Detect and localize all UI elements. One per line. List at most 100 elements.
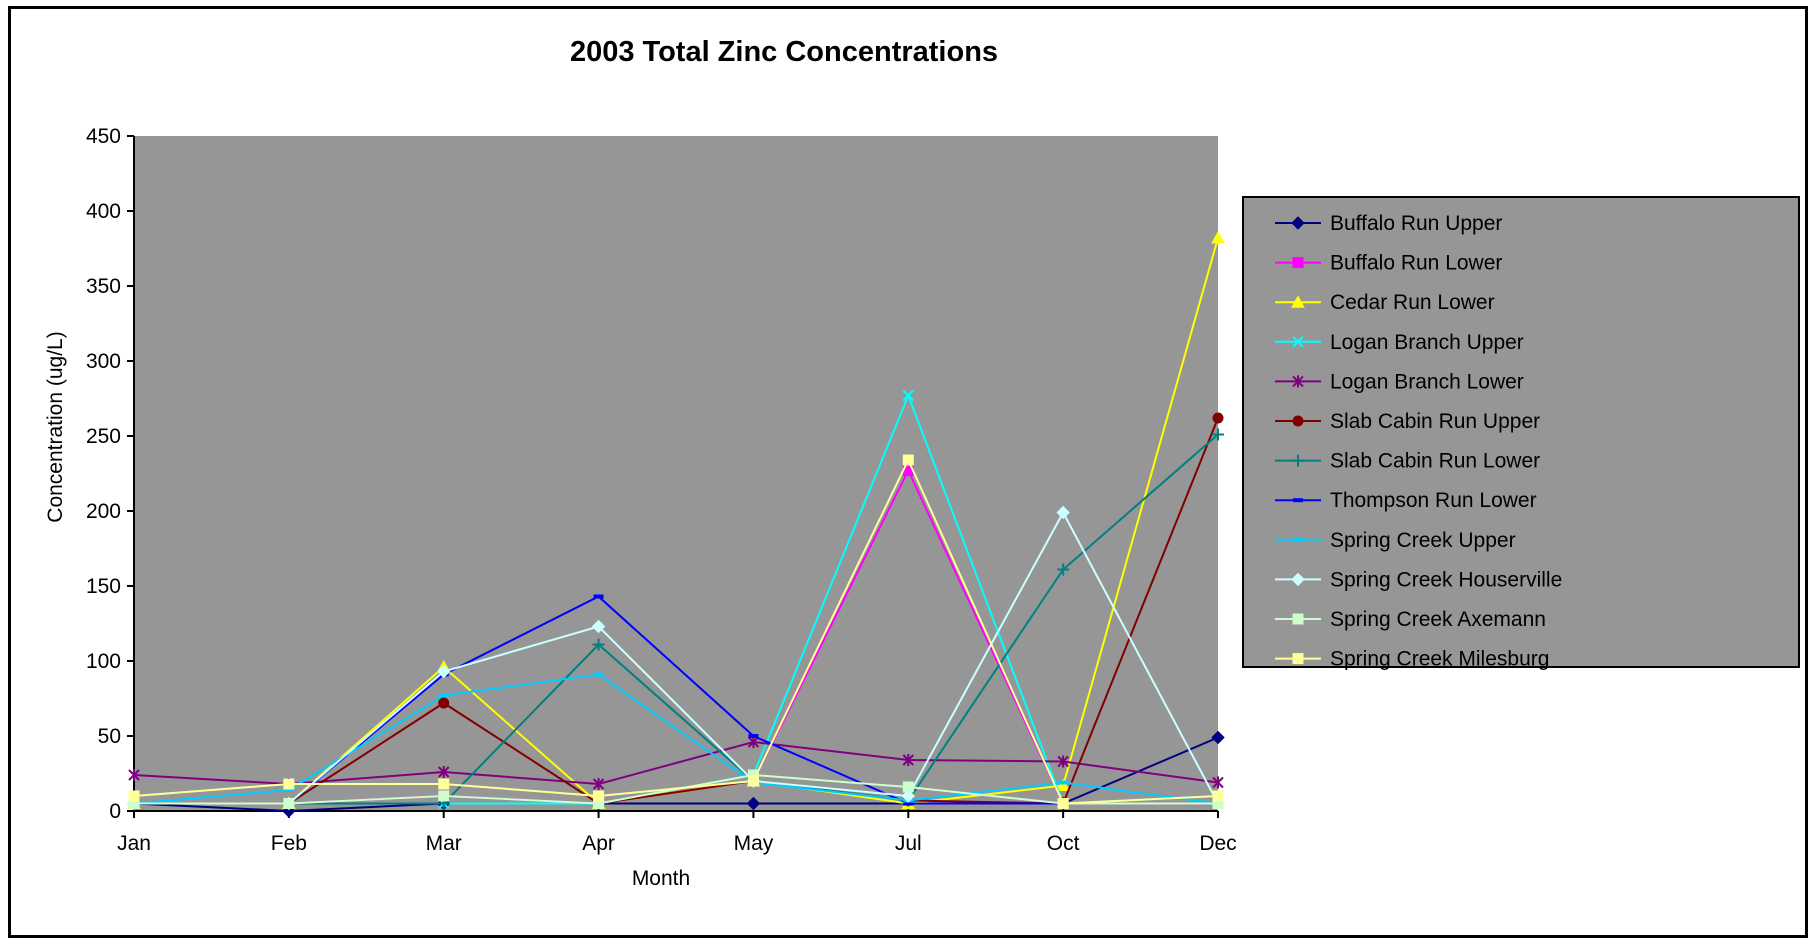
data-point: [438, 790, 450, 802]
x-axis-title: Month: [632, 867, 690, 890]
data-point: [593, 594, 604, 599]
series-line: [133, 457, 1219, 805]
legend-entry: Cedar Run Lower: [1275, 291, 1495, 314]
legend-entry: Thompson Run Lower: [1275, 489, 1537, 512]
data-point: [128, 790, 140, 802]
legend-label: Spring Creek Milesburg: [1330, 648, 1549, 671]
legend-box: [1242, 196, 1800, 668]
y-tick-label: 150: [86, 575, 121, 598]
x-tick-label: Jul: [895, 832, 922, 855]
legend-label: Thompson Run Lower: [1330, 489, 1537, 512]
y-tick-label: 400: [86, 200, 121, 223]
x-tick-label: Oct: [1047, 832, 1080, 855]
axes: 0 50 100 150 200 250 300 350 400 450 Jan Feb Mar Apr M…: [86, 125, 1237, 855]
legend-marker: [1293, 537, 1303, 542]
x-tick-label: Mar: [426, 832, 462, 855]
legend-label: Buffalo Run Upper: [1330, 212, 1502, 235]
y-tick-label: 250: [86, 425, 121, 448]
data-point: [1212, 776, 1224, 789]
y-tick-label: 0: [109, 800, 121, 823]
x-tick-label: Dec: [1199, 832, 1236, 855]
legend-label: Slab Cabin Run Lower: [1330, 450, 1540, 473]
data-point: [128, 769, 140, 781]
legend-marker: [1293, 498, 1303, 503]
legend-label: Slab Cabin Run Upper: [1330, 410, 1540, 433]
legend-entry: Buffalo Run Upper: [1275, 212, 1502, 235]
data-point: [748, 734, 759, 738]
data-point: [903, 801, 914, 806]
y-tick-label: 450: [86, 125, 121, 148]
y-tick-label: 200: [86, 500, 121, 523]
legend-entry: Spring Creek Axemann: [1275, 608, 1546, 631]
legend-entry: Logan Branch Lower: [1275, 370, 1524, 393]
data-point: [1056, 778, 1070, 791]
data-point: [901, 789, 915, 803]
legend-label: Spring Creek Houserville: [1330, 568, 1562, 591]
legend-entry: Slab Cabin Run Lower: [1275, 450, 1540, 473]
data-point: [1212, 412, 1224, 424]
data-point: [593, 672, 604, 677]
data-point: [902, 781, 914, 793]
data-point: [1057, 755, 1069, 768]
legend-marker: [1291, 216, 1305, 230]
data-point: [593, 790, 605, 802]
legend-entry: Buffalo Run Lower: [1275, 252, 1502, 275]
data-point: [591, 619, 606, 634]
legend-marker: [1292, 653, 1304, 665]
legend-entry: Logan Branch Upper: [1275, 331, 1524, 354]
x-tick-label: Jan: [117, 832, 151, 855]
chart-svg: 2003 Total Zinc Concentrations 0 50 100 150…: [44, 36, 1800, 890]
data-point: [1058, 780, 1069, 785]
data-point: [1211, 230, 1225, 244]
data-point: [902, 389, 914, 402]
chart-title: 2003 Total Zinc Concentrations: [570, 36, 998, 68]
series-11: [128, 454, 1224, 809]
legend-label: Spring Creek Axemann: [1330, 608, 1546, 631]
data-point: [438, 693, 449, 698]
x-tick-label: Apr: [582, 832, 615, 855]
data-point: [902, 754, 914, 766]
y-tick-label: 300: [86, 350, 121, 373]
data-point: [1057, 563, 1070, 576]
legend-marker: [1292, 613, 1304, 625]
data-point: [746, 796, 761, 811]
data-point: [438, 766, 450, 778]
data-point: [438, 697, 450, 709]
data-point: [1056, 505, 1070, 520]
legend-label: Buffalo Run Lower: [1330, 252, 1502, 275]
data-point: [902, 454, 914, 466]
legend-marker: [1292, 375, 1304, 388]
x-tick-label: Feb: [271, 832, 307, 855]
plot-area: [134, 136, 1218, 811]
legend-entry: Slab Cabin Run Upper: [1275, 410, 1540, 433]
data-point: [1057, 798, 1069, 809]
data-point: [1211, 730, 1225, 745]
series-line: [134, 510, 1219, 805]
legend-label: Logan Branch Lower: [1330, 370, 1524, 393]
legend-marker: [1292, 415, 1304, 427]
legend: Buffalo Run Upper Buffalo Run Lower Cedar …: [1242, 196, 1800, 671]
series-line: [133, 673, 1219, 805]
legend-marker: [1291, 295, 1305, 308]
y-axis-title: Concentration (ug/L): [44, 331, 67, 522]
series-line: [134, 433, 1219, 805]
legend-label: Spring Creek Upper: [1330, 529, 1516, 552]
data-point: [592, 638, 605, 651]
series-layer: [127, 230, 1225, 818]
legend-entry: Spring Creek Milesburg: [1275, 648, 1549, 671]
legend-label: Cedar Run Lower: [1330, 291, 1495, 314]
data-point: [592, 778, 605, 790]
data-point: [283, 798, 295, 809]
data-point: [747, 775, 759, 787]
y-tick-label: 350: [86, 275, 121, 298]
legend-marker: [1291, 572, 1305, 587]
data-point: [1212, 428, 1224, 441]
y-tick-label: 100: [86, 650, 121, 673]
legend-marker: [1292, 257, 1304, 269]
legend-entry: Spring Creek Houserville: [1275, 568, 1562, 591]
data-point: [1212, 790, 1224, 802]
data-point: [283, 788, 294, 792]
legend-label: Logan Branch Upper: [1330, 331, 1524, 354]
legend-marker: [1292, 454, 1304, 467]
y-tick-label: 50: [98, 725, 121, 748]
